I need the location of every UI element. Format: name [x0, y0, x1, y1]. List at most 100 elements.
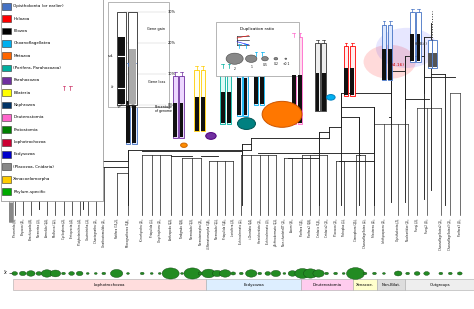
Bar	[117, 12, 126, 105]
Bar	[2, 40, 11, 47]
Text: Choanoflagellatea: Choanoflagellatea	[13, 41, 51, 45]
Bar	[237, 78, 241, 115]
Circle shape	[313, 270, 324, 277]
Circle shape	[226, 53, 243, 64]
Circle shape	[303, 269, 318, 278]
Bar	[344, 68, 348, 95]
Text: Echinodermata (2): Echinodermata (2)	[239, 219, 243, 244]
Text: Xenacoe.: Xenacoe.	[356, 283, 374, 286]
Circle shape	[448, 272, 452, 275]
Bar	[428, 40, 432, 68]
Circle shape	[19, 271, 26, 276]
Bar	[129, 49, 136, 104]
Text: Cycliophora (2): Cycliophora (2)	[62, 219, 65, 239]
Text: Ctenophora (25): Ctenophora (25)	[354, 219, 357, 241]
Circle shape	[285, 58, 287, 59]
Bar	[260, 56, 264, 105]
Circle shape	[181, 143, 187, 147]
Circle shape	[327, 95, 335, 100]
Bar	[132, 66, 137, 144]
Bar	[194, 70, 199, 131]
Circle shape	[50, 270, 61, 277]
Text: Xenacoelomorpha: Xenacoelomorpha	[13, 177, 51, 181]
Text: Porifera (19): Porifera (19)	[301, 219, 304, 236]
Bar	[377, 279, 405, 290]
Text: Priapulida (14): Priapulida (14)	[223, 219, 227, 239]
Bar	[405, 279, 474, 290]
Circle shape	[283, 273, 286, 274]
Bar	[1, 0, 103, 201]
Text: 4-Nematomorpha (18): 4-Nematomorpha (18)	[207, 219, 210, 249]
Bar	[126, 66, 130, 144]
Bar	[292, 75, 296, 123]
Text: Lophotrochozoa: Lophotrochozoa	[13, 140, 46, 144]
Text: (Placozoa, Cnidaria): (Placozoa, Cnidaria)	[13, 165, 54, 169]
Text: 2: 2	[234, 67, 236, 71]
Text: Non-chordateDT (1): Non-chordateDT (1)	[283, 219, 286, 246]
Circle shape	[150, 273, 153, 274]
Circle shape	[86, 273, 89, 274]
Circle shape	[36, 272, 42, 275]
Bar	[244, 78, 247, 115]
Text: Ecdysozoa: Ecdysozoa	[243, 283, 264, 286]
Text: Deuterostomia: Deuterostomia	[13, 116, 44, 119]
Bar	[353, 279, 377, 290]
Bar	[180, 103, 183, 137]
Text: Bryozoa (4): Bryozoa (4)	[21, 219, 25, 235]
Text: 10%: 10%	[167, 72, 175, 76]
Text: Cnidaria2 (2): Cnidaria2 (2)	[325, 219, 328, 236]
Bar	[108, 2, 169, 107]
Bar	[350, 68, 354, 95]
Circle shape	[406, 272, 410, 275]
Text: Entoprocta (4): Entoprocta (4)	[70, 219, 73, 238]
Bar	[382, 25, 386, 80]
Bar	[2, 188, 11, 195]
Bar	[227, 68, 231, 124]
Circle shape	[69, 272, 74, 275]
Bar	[2, 52, 11, 59]
Bar	[321, 43, 326, 111]
Bar	[417, 34, 420, 61]
Bar	[2, 114, 11, 121]
Text: Duplication ratio: Duplication ratio	[240, 27, 274, 31]
Text: i-Chordata (14): i-Chordata (14)	[249, 219, 253, 239]
Bar	[428, 53, 432, 67]
Bar	[9, 203, 13, 222]
Text: Tardigrada (18): Tardigrada (18)	[180, 219, 184, 239]
Bar	[388, 25, 392, 80]
Circle shape	[237, 118, 255, 129]
Circle shape	[76, 271, 83, 276]
Circle shape	[363, 272, 367, 275]
Bar	[128, 12, 137, 105]
Text: Priapulida (1): Priapulida (1)	[150, 219, 154, 237]
Circle shape	[198, 272, 203, 275]
Bar	[382, 49, 386, 80]
Text: Ecdysozoa: Ecdysozoa	[13, 153, 35, 156]
Text: Phoronida (3): Phoronida (3)	[13, 219, 17, 237]
Text: Opisthokonta (or earlier): Opisthokonta (or earlier)	[13, 4, 64, 8]
Text: 20%: 20%	[167, 41, 175, 45]
Text: Percentage
of genome: Percentage of genome	[155, 105, 173, 113]
Circle shape	[414, 272, 420, 275]
Text: Hemichordata (2): Hemichordata (2)	[258, 219, 262, 243]
Bar	[2, 89, 11, 96]
Bar	[2, 126, 11, 133]
Circle shape	[246, 270, 257, 277]
Circle shape	[265, 272, 271, 275]
Circle shape	[62, 272, 65, 275]
Circle shape	[295, 269, 310, 278]
Bar	[173, 76, 178, 138]
Bar	[227, 92, 231, 123]
Circle shape	[457, 272, 462, 275]
Circle shape	[383, 273, 385, 274]
Bar	[195, 97, 199, 131]
Text: Filozoa: Filozoa	[13, 29, 27, 33]
Bar	[2, 163, 11, 170]
Bar	[254, 77, 258, 104]
Circle shape	[364, 45, 416, 79]
Text: 1: 1	[250, 65, 252, 69]
Text: Annelida (14): Annelida (14)	[45, 219, 49, 237]
Bar	[2, 176, 11, 183]
Circle shape	[424, 272, 429, 275]
Circle shape	[439, 272, 443, 275]
